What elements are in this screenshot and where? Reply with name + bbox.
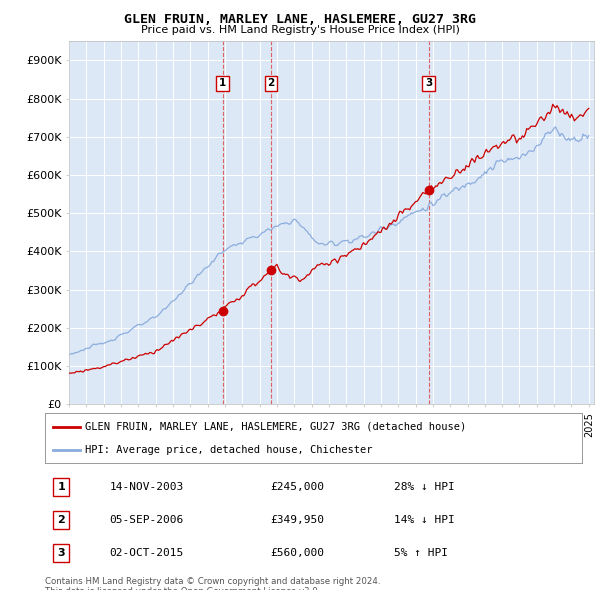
Text: £349,950: £349,950 [271, 515, 325, 525]
Text: 14% ↓ HPI: 14% ↓ HPI [394, 515, 455, 525]
Text: 28% ↓ HPI: 28% ↓ HPI [394, 482, 455, 492]
Text: 3: 3 [57, 548, 65, 558]
Text: 02-OCT-2015: 02-OCT-2015 [109, 548, 184, 558]
Text: GLEN FRUIN, MARLEY LANE, HASLEMERE, GU27 3RG (detached house): GLEN FRUIN, MARLEY LANE, HASLEMERE, GU27… [85, 421, 467, 431]
Text: GLEN FRUIN, MARLEY LANE, HASLEMERE, GU27 3RG: GLEN FRUIN, MARLEY LANE, HASLEMERE, GU27… [124, 13, 476, 26]
Text: 1: 1 [219, 78, 226, 88]
Text: £560,000: £560,000 [271, 548, 325, 558]
Text: 2: 2 [57, 515, 65, 525]
Text: 1: 1 [57, 482, 65, 492]
Text: 05-SEP-2006: 05-SEP-2006 [109, 515, 184, 525]
Text: 3: 3 [425, 78, 432, 88]
Text: 14-NOV-2003: 14-NOV-2003 [109, 482, 184, 492]
Text: 2: 2 [268, 78, 275, 88]
Text: Price paid vs. HM Land Registry's House Price Index (HPI): Price paid vs. HM Land Registry's House … [140, 25, 460, 35]
Text: Contains HM Land Registry data © Crown copyright and database right 2024.
This d: Contains HM Land Registry data © Crown c… [45, 577, 380, 590]
Text: HPI: Average price, detached house, Chichester: HPI: Average price, detached house, Chic… [85, 445, 373, 455]
Text: £245,000: £245,000 [271, 482, 325, 492]
Text: 5% ↑ HPI: 5% ↑ HPI [394, 548, 448, 558]
